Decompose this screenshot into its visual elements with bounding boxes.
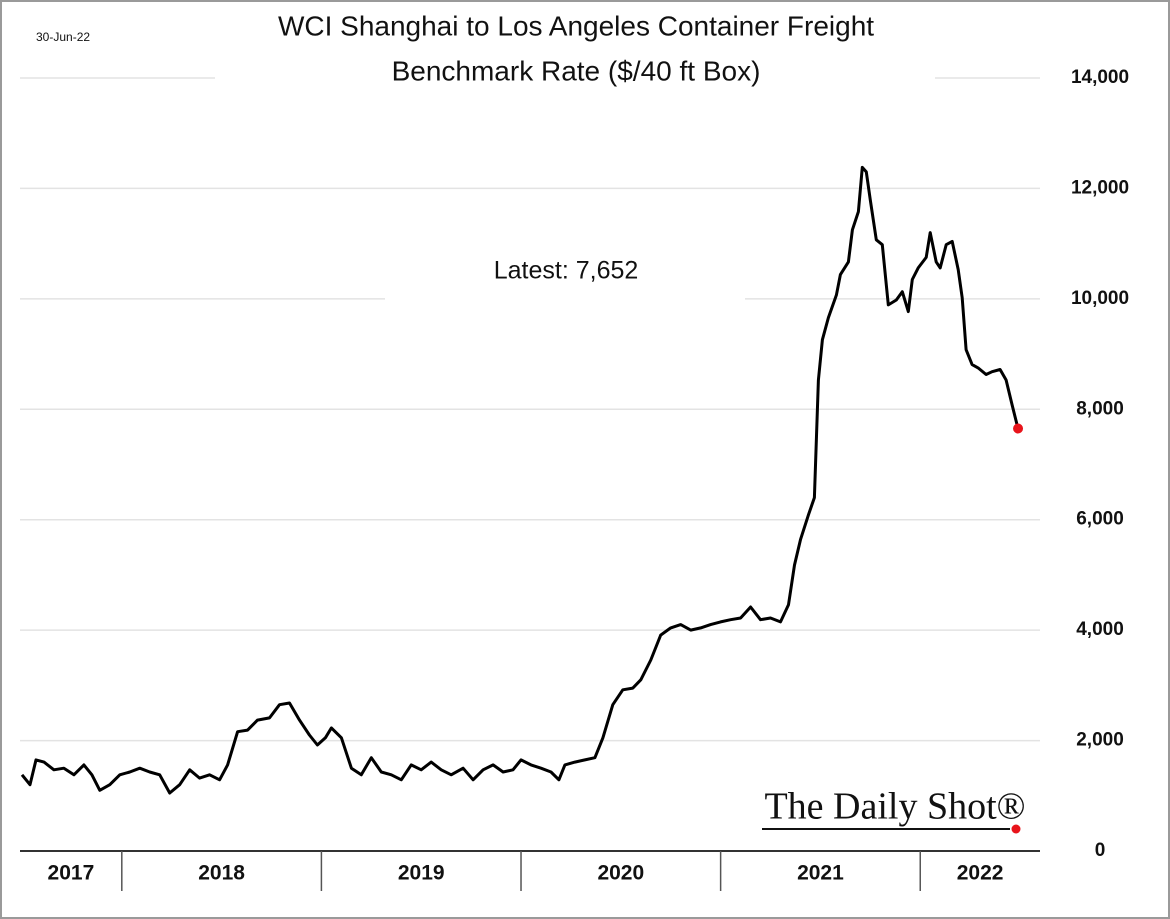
y-tick-label: 4,000 bbox=[1076, 619, 1124, 640]
chart-title: Benchmark Rate ($/40 ft Box) bbox=[392, 55, 761, 86]
y-tick-label: 14,000 bbox=[1071, 67, 1129, 88]
y-tick-label: 6,000 bbox=[1076, 509, 1124, 530]
chart-title: WCI Shanghai to Los Angeles Container Fr… bbox=[278, 10, 874, 41]
date-note: 30-Jun-22 bbox=[36, 30, 90, 44]
line-series bbox=[20, 165, 1020, 795]
y-tick-label: 10,000 bbox=[1071, 288, 1129, 309]
y-tick-label: 0 bbox=[1095, 840, 1106, 861]
source-logo: The Daily Shot® bbox=[764, 786, 1025, 828]
x-tick-label: 2018 bbox=[198, 862, 245, 885]
x-tick-label: 2020 bbox=[597, 862, 644, 885]
x-tick-label: 2021 bbox=[797, 862, 844, 885]
title-backdrop bbox=[215, 12, 935, 94]
annotation-backdrop bbox=[385, 255, 745, 305]
y-tick-label: 2,000 bbox=[1076, 730, 1124, 751]
latest-point bbox=[1013, 423, 1024, 434]
x-tick-label: 2022 bbox=[957, 862, 1004, 885]
y-tick-label: 8,000 bbox=[1076, 398, 1124, 419]
annotation: Latest: 7,652 bbox=[494, 257, 639, 285]
logo-dot bbox=[1011, 824, 1021, 834]
x-tick-label: 2019 bbox=[398, 862, 445, 885]
x-tick-label: 2017 bbox=[48, 862, 95, 885]
y-tick-label: 12,000 bbox=[1071, 177, 1129, 198]
